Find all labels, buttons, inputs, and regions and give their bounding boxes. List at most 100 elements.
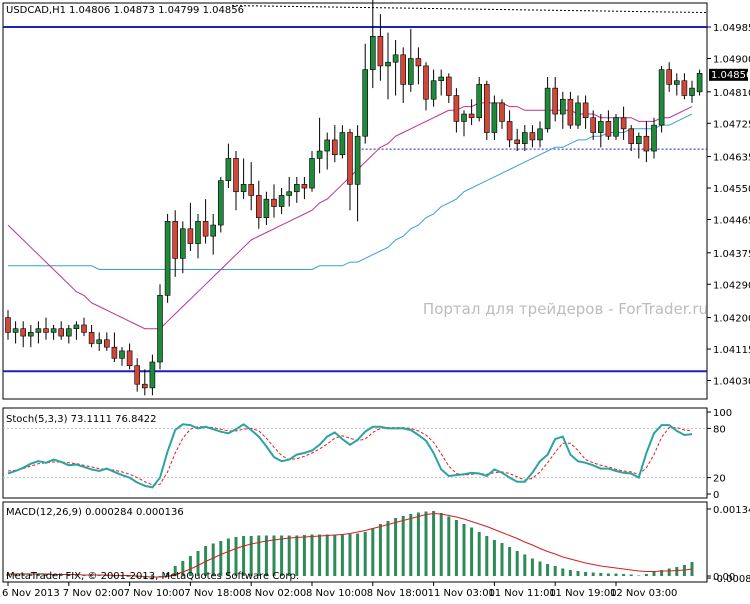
- macd-pane[interactable]: MACD(12,26,9) 0.000284 0.000136 0.001341…: [2, 501, 750, 585]
- bearish-candle: [81, 324, 87, 333]
- macd-histogram-bar: [553, 566, 557, 576]
- bullish-candle: [438, 76, 445, 82]
- time-tick-label: 7 Nov 02:00: [63, 588, 124, 599]
- macd-histogram-bar: [500, 543, 504, 576]
- price-tick-label: 1.04375: [713, 249, 750, 260]
- macd-histogram-bar: [606, 573, 610, 576]
- bullish-candle: [119, 350, 125, 359]
- bearish-candle: [506, 121, 513, 141]
- macd-histogram-bar: [219, 541, 223, 576]
- macd-histogram-bar: [29, 574, 33, 576]
- macd-histogram-bar: [371, 528, 375, 576]
- bullish-candle: [362, 69, 369, 137]
- macd-histogram-bar: [257, 535, 261, 576]
- macd-histogram-bar: [211, 543, 215, 576]
- bullish-candle: [66, 328, 72, 337]
- macd-tick-label: -0.000807: [713, 574, 750, 585]
- macd-histogram-bar: [120, 576, 124, 577]
- macd-histogram-bar: [409, 514, 413, 576]
- price-pane-frame: [2, 2, 708, 400]
- bearish-candle: [20, 328, 27, 337]
- ohlc-label: 1.04806 1.04873 1.04799 1.04856: [69, 5, 244, 16]
- macd-histogram-bar: [249, 536, 253, 576]
- bearish-candle: [43, 328, 49, 333]
- watermark-text: Портал для трейдеров - ForTrader.ru: [423, 300, 708, 318]
- time-tick-label: 7 Nov 18:00: [184, 588, 245, 599]
- candles: [5, 0, 703, 396]
- stochastic-levels: [3, 427, 707, 479]
- price-pane[interactable]: USDCAD,H1 1.04806 1.04873 1.04799 1.0485…: [2, 0, 750, 400]
- bearish-candle: [423, 65, 429, 100]
- macd-histogram-bar: [348, 534, 352, 576]
- macd-signal-line: [8, 512, 693, 578]
- current-price-box: [709, 68, 748, 81]
- macd-histogram-bar: [302, 535, 306, 576]
- time-tick-label: 8 Nov 02:00: [245, 588, 306, 599]
- macd-histogram-bar: [242, 536, 246, 576]
- macd-histogram-bar: [462, 524, 466, 576]
- macd-histogram-bar: [576, 571, 580, 576]
- macd-histogram-bar: [629, 574, 633, 576]
- stochastic-pane[interactable]: Stoch(5,3,3) 73.1111 76.8422 100 80 20 0: [2, 407, 732, 501]
- macd-histogram-bar: [21, 574, 25, 576]
- current-price-marker: 1.04856: [709, 68, 750, 81]
- macd-histogram-bar: [416, 512, 420, 576]
- bullish-candle: [12, 328, 19, 333]
- macd-histogram-bar: [318, 534, 322, 576]
- bearish-candle: [126, 350, 133, 366]
- bullish-candle: [696, 73, 703, 93]
- macd-histogram-bar: [295, 535, 299, 576]
- bearish-candle: [514, 139, 521, 144]
- time-tick-label: 11 Nov 19:00: [549, 588, 616, 599]
- stochastic-lines: [7, 423, 693, 489]
- bearish-candle: [605, 121, 612, 137]
- bearish-candle: [582, 102, 589, 119]
- time-tick-label: 8 Nov 18:00: [367, 588, 428, 599]
- macd-histogram-bar: [652, 572, 656, 576]
- macd-histogram-bar: [59, 574, 63, 576]
- bearish-candle: [453, 95, 460, 122]
- price-tick-label: 1.04115: [713, 345, 750, 356]
- bearish-candle: [415, 58, 422, 67]
- macd-histogram-bar: [173, 566, 177, 576]
- bullish-candle: [157, 295, 163, 363]
- bullish-candle: [575, 102, 581, 126]
- bullish-candle: [491, 102, 498, 133]
- bullish-candle: [195, 221, 201, 244]
- bullish-candle: [73, 324, 80, 329]
- bullish-candle: [476, 84, 483, 119]
- bearish-candle: [445, 76, 452, 96]
- bearish-candle: [5, 317, 11, 333]
- bullish-candle: [461, 113, 467, 122]
- macd-histogram-bar: [637, 575, 641, 576]
- macd-histogram-bar: [128, 576, 132, 577]
- bullish-candle: [354, 135, 361, 185]
- stochastic-tick-label: 100: [713, 408, 732, 419]
- macd-histogram-bar: [105, 575, 109, 576]
- price-tick-label: 1.04550: [713, 184, 750, 195]
- macd-histogram-bar: [644, 574, 648, 576]
- time-tick-label: 7 Nov 10:00: [124, 588, 185, 599]
- time-axis: 6 Nov 2013 7 Nov 02:00 7 Nov 10:00 7 Nov 18…: [2, 582, 677, 599]
- slow-ma-line: [8, 113, 693, 270]
- bearish-candle: [331, 139, 338, 156]
- macd-histogram-bar: [660, 570, 664, 576]
- time-tick-label: 11 Nov 03:00: [428, 588, 495, 599]
- bearish-candle: [643, 135, 650, 152]
- price-tick-label: 1.04030: [713, 376, 750, 387]
- dotted-trend-line: [231, 5, 708, 14]
- macd-histogram-bar: [439, 513, 443, 576]
- macd-histogram-bar: [477, 532, 481, 576]
- bullish-candle: [430, 80, 437, 100]
- macd-histogram-bar: [340, 534, 344, 576]
- macd-histogram-bar: [196, 551, 200, 576]
- bearish-candle: [681, 80, 688, 96]
- macd-histogram-bar: [394, 518, 398, 576]
- bearish-candle: [271, 198, 277, 207]
- bullish-candle: [180, 228, 186, 259]
- macd-histogram-bar: [508, 547, 512, 576]
- bullish-candle: [278, 195, 285, 207]
- bearish-candle: [620, 117, 627, 130]
- bullish-candle: [673, 80, 680, 85]
